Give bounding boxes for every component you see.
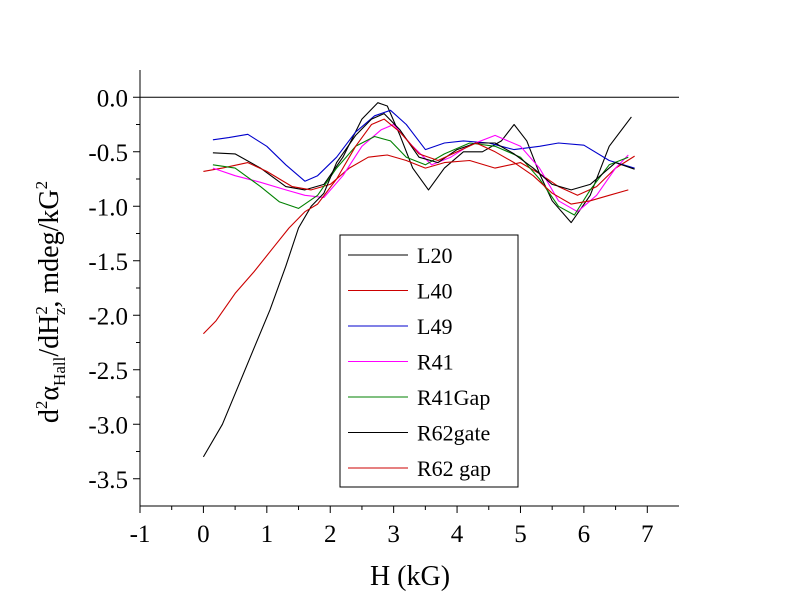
y-tick-label: -1.5 bbox=[88, 249, 128, 276]
ylabel-sup-3: 2 bbox=[32, 181, 51, 190]
x-tick-label: 0 bbox=[197, 521, 210, 548]
ylabel-dh: /dH bbox=[34, 315, 65, 357]
svg-text:d2αHall/dH2z, mdeg/kG2: d2αHall/dH2z, mdeg/kG2 bbox=[32, 181, 69, 423]
y-tick-label: 0.0 bbox=[97, 85, 128, 112]
series-line-l20 bbox=[212, 102, 632, 224]
y-tick-label: -3.0 bbox=[88, 412, 128, 439]
series-line-r62-gap bbox=[203, 118, 629, 335]
x-tick-label: 2 bbox=[324, 521, 337, 548]
x-tick-label: 1 bbox=[261, 521, 274, 548]
series-layer bbox=[202, 102, 635, 458]
legend-label: R62gate bbox=[417, 421, 490, 446]
series-line-r41gap bbox=[212, 135, 629, 216]
y-tick-label: -3.5 bbox=[88, 467, 128, 494]
y-tick-label: -1.0 bbox=[88, 194, 128, 221]
legend: L20 L40 L49 R41 R41Gap R62gate R62 gap bbox=[339, 234, 519, 488]
series-line-l40 bbox=[203, 154, 635, 196]
series-line-r62gate bbox=[202, 113, 635, 458]
x-axis-title: H (kG) bbox=[370, 561, 450, 592]
ylabel-unit: , mdeg/kG bbox=[34, 189, 65, 307]
legend-label: L20 bbox=[417, 243, 452, 268]
x-tick-label: 3 bbox=[387, 521, 400, 548]
y-tick-label: -2.5 bbox=[88, 358, 128, 385]
legend-label: R41Gap bbox=[417, 385, 490, 410]
ylabel-d: d bbox=[34, 409, 65, 423]
legend-label: R41 bbox=[417, 350, 454, 375]
ylabel-sup-2: 2 bbox=[32, 306, 51, 315]
x-tick-label: -1 bbox=[130, 521, 151, 548]
legend-label: R62 gap bbox=[417, 456, 491, 481]
ylabel-alpha: α bbox=[34, 386, 65, 401]
axes: -1 0 1 2 3 4 5 6 7 0.0 -0.5 -1.0 -1.5 -2.0 -2.5 -3.0 -3.… bbox=[88, 70, 679, 548]
legend-label: L49 bbox=[417, 314, 452, 339]
y-axis-title: d2αHall/dH2z, mdeg/kG2 bbox=[32, 181, 69, 423]
ylabel-sup-1: 2 bbox=[32, 401, 51, 410]
x-tick-label: 5 bbox=[514, 521, 527, 548]
y-tick-label: -2.0 bbox=[88, 303, 128, 330]
x-tick-label: 6 bbox=[578, 521, 591, 548]
x-tick-label: 4 bbox=[451, 521, 464, 548]
x-tick-label: 7 bbox=[641, 521, 654, 548]
ylabel-sub-z: z bbox=[50, 307, 69, 315]
series-line-l49 bbox=[212, 109, 635, 182]
legend-label: L40 bbox=[417, 279, 452, 304]
ylabel-sub-hall: Hall bbox=[50, 356, 69, 386]
y-tick-label: -0.5 bbox=[88, 140, 128, 167]
